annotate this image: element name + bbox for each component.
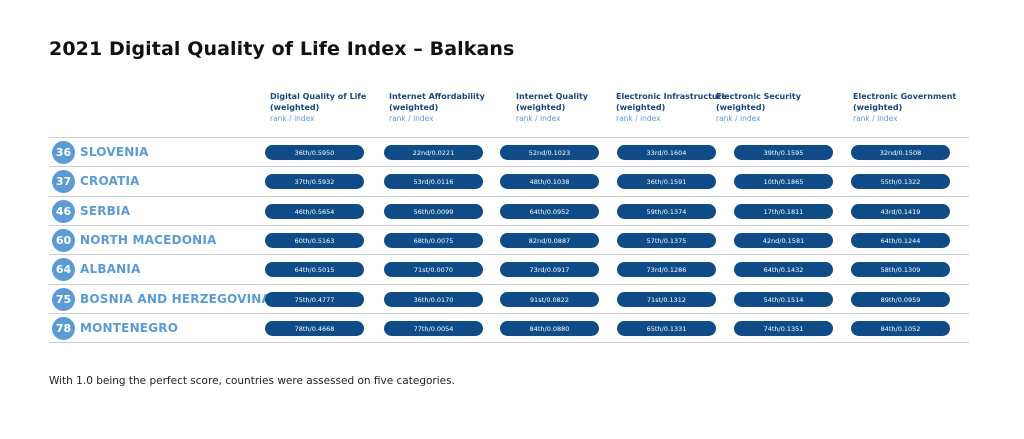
rank-index-pill: 36th/0.0170	[384, 292, 483, 307]
rank-index-pill: 32nd/0.1508	[851, 145, 950, 160]
rank-index-pill: 65th/0.1331	[617, 321, 716, 336]
column-header-text: Digital Quality of Life	[270, 92, 367, 101]
column-header-text: Electronic Infrastructure	[616, 92, 727, 101]
overall-rank-badge: 37	[52, 170, 75, 193]
column-header: Digital Quality of Life (weighted) rank / …	[270, 91, 382, 124]
rank-index-pill: 68th/0.0075	[384, 233, 483, 248]
column-header-text: (weighted)	[270, 103, 320, 112]
overall-rank-badge: 36	[52, 141, 75, 164]
rank-index-pill: 84th/0.0880	[500, 321, 599, 336]
rank-index-pill: 84th/0.1052	[851, 321, 950, 336]
rank-index-pill: 82nd/0.0887	[500, 233, 599, 248]
rank-index-pill: 71st/0.1312	[617, 292, 716, 307]
overall-rank-badge: 60	[52, 229, 75, 252]
table-row: 64 ALBANIA 64th/0.5015 71st/0.0070 73rd/0.09…	[49, 255, 969, 284]
column-subheader: rank / index	[516, 114, 561, 123]
row-divider	[49, 284, 969, 285]
country-name: SLOVENIA	[80, 145, 149, 159]
country-name: BOSNIA AND HERZEGOVINA	[80, 292, 272, 306]
column-subheader: rank / index	[853, 114, 898, 123]
rank-index-pill: 56th/0.0099	[384, 204, 483, 219]
overall-rank-badge: 75	[52, 288, 75, 311]
rank-index-pill: 43rd/0.1419	[851, 204, 950, 219]
column-header-text: (weighted)	[616, 103, 666, 112]
table-row: 60 NORTH MACEDONIA 60th/0.5163 68th/0.0075 8…	[49, 226, 969, 255]
rank-index-pill: 37th/0.5932	[265, 174, 364, 189]
rank-index-pill: 39th/0.1595	[734, 145, 833, 160]
rank-index-pill: 36th/0.1591	[617, 174, 716, 189]
rank-index-pill: 77th/0.0054	[384, 321, 483, 336]
country-name: NORTH MACEDONIA	[80, 233, 217, 247]
rank-index-pill: 64th/0.0952	[500, 204, 599, 219]
rank-index-pill: 57th/0.1375	[617, 233, 716, 248]
rank-index-pill: 74th/0.1351	[734, 321, 833, 336]
overall-rank-badge: 46	[52, 200, 75, 223]
column-header-text: (weighted)	[853, 103, 903, 112]
rank-index-pill: 75th/0.4777	[265, 292, 364, 307]
table-row: 36 SLOVENIA 36th/0.5950 22nd/0.0221 52nd/0.1…	[49, 138, 969, 167]
row-divider	[49, 313, 969, 314]
table-row: 37 CROATIA 37th/0.5932 53rd/0.0116 48th/0.10…	[49, 167, 969, 196]
column-subheader: rank / index	[270, 114, 315, 123]
table-row: 75 BOSNIA AND HERZEGOVINA 75th/0.4777 36th/…	[49, 285, 969, 314]
column-header: Internet Affordability (weighted) rank / i…	[389, 91, 501, 124]
row-divider	[49, 342, 969, 343]
rank-index-pill: 48th/0.1038	[500, 174, 599, 189]
rank-index-pill: 78th/0.4668	[265, 321, 364, 336]
column-header-text: (weighted)	[389, 103, 439, 112]
column-header-text: Internet Quality	[516, 92, 589, 101]
page-title: 2021 Digital Quality of Life Index – Bal…	[49, 38, 515, 60]
rank-index-pill: 42nd/0.1581	[734, 233, 833, 248]
rank-index-pill: 52nd/0.1023	[500, 145, 599, 160]
column-header-text: Electronic Government	[853, 92, 957, 101]
rank-index-pill: 58th/0.1309	[851, 262, 950, 277]
column-header: Electronic Government (weighted) rank / in…	[853, 91, 965, 124]
column-subheader: rank / index	[616, 114, 661, 123]
rank-index-pill: 10th/0.1865	[734, 174, 833, 189]
table-row: 78 MONTENEGRO 78th/0.4668 77th/0.0054 84th/0…	[49, 314, 969, 343]
rank-index-pill: 71st/0.0070	[384, 262, 483, 277]
rank-index-pill: 60th/0.5163	[265, 233, 364, 248]
table-row: 46 SERBIA 46th/0.5654 56th/0.0099 64th/0.095…	[49, 197, 969, 226]
rank-index-pill: 73rd/0.1286	[617, 262, 716, 277]
row-divider	[49, 225, 969, 226]
column-header: Electronic Security (weighted) rank / inde…	[716, 91, 828, 124]
rank-index-pill: 36th/0.5950	[265, 145, 364, 160]
column-header-text: Internet Affordability	[389, 92, 485, 101]
rank-index-pill: 54th/0.1514	[734, 292, 833, 307]
column-subheader: rank / index	[716, 114, 761, 123]
country-name: CROATIA	[80, 174, 140, 188]
rank-index-pill: 55th/0.1322	[851, 174, 950, 189]
country-name: ALBANIA	[80, 262, 141, 276]
overall-rank-badge: 78	[52, 317, 75, 340]
country-name: MONTENEGRO	[80, 321, 179, 335]
rank-index-pill: 64th/0.1432	[734, 262, 833, 277]
column-subheader: rank / index	[389, 114, 434, 123]
rank-index-pill: 17th/0.1811	[734, 204, 833, 219]
rank-index-pill: 73rd/0.0917	[500, 262, 599, 277]
rank-index-pill: 64th/0.5015	[265, 262, 364, 277]
rank-index-pill: 64th/0.1244	[851, 233, 950, 248]
rank-index-pill: 53rd/0.0116	[384, 174, 483, 189]
rank-index-pill: 22nd/0.0221	[384, 145, 483, 160]
column-header-text: (weighted)	[716, 103, 766, 112]
row-divider	[49, 254, 969, 255]
rank-index-pill: 46th/0.5654	[265, 204, 364, 219]
rank-index-pill: 91st/0.0822	[500, 292, 599, 307]
rank-index-pill: 89th/0.0959	[851, 292, 950, 307]
column-header: Internet Quality (weighted) rank / index	[516, 91, 628, 124]
rank-index-pill: 59th/0.1374	[617, 204, 716, 219]
column-header-text: Electronic Security	[716, 92, 801, 101]
row-divider	[49, 196, 969, 197]
footnote: With 1.0 being the perfect score, countr…	[49, 375, 455, 387]
column-header: Electronic Infrastructure (weighted) rank …	[616, 91, 728, 124]
overall-rank-badge: 64	[52, 258, 75, 281]
country-name: SERBIA	[80, 204, 131, 218]
rank-index-pill: 33rd/0.1604	[617, 145, 716, 160]
column-header-text: (weighted)	[516, 103, 566, 112]
row-divider	[49, 137, 969, 138]
row-divider	[49, 166, 969, 167]
